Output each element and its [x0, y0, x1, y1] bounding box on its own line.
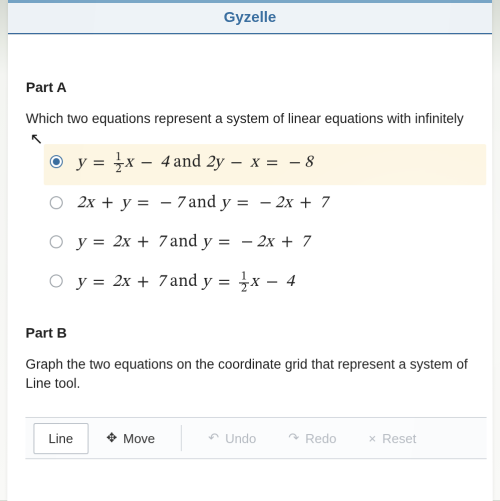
- option-2[interactable]: 2x + y = −7 and y = −2x + 7: [44, 185, 487, 224]
- toolbar-divider: [181, 425, 182, 451]
- move-tool-label: Move: [123, 431, 155, 446]
- radio-icon[interactable]: [50, 196, 63, 209]
- answer-options: y = 12x − 4 and 2y − x = −8 2x + y = −7 …: [44, 144, 487, 304]
- redo-icon: ↷: [288, 430, 299, 446]
- content-area: Part A Which two equations represent a s…: [7, 45, 492, 459]
- option-3-equation: y = 2x + 7 and y = −2x + 7: [77, 232, 310, 253]
- line-tool-button[interactable]: Line: [33, 423, 88, 454]
- app-screen: Gyzelle Part A Which two equations repre…: [7, 0, 492, 501]
- part-b-heading: Part B: [26, 325, 487, 341]
- part-b-question: Graph the two equations on the coordinat…: [26, 357, 487, 372]
- page-header: Gyzelle: [8, 0, 492, 34]
- redo-label: Redo: [305, 431, 336, 446]
- divider: [8, 34, 492, 35]
- option-1[interactable]: y = 12x − 4 and 2y − x = −8: [44, 144, 486, 185]
- page-title: Gyzelle: [224, 9, 277, 26]
- reset-label: Reset: [382, 431, 416, 446]
- option-2-equation: 2x + y = −7 and y = −2x + 7: [77, 193, 328, 214]
- reset-icon: ×: [369, 431, 377, 446]
- radio-selected-icon[interactable]: [50, 155, 63, 168]
- option-3[interactable]: y = 2x + 7 and y = −2x + 7: [44, 224, 487, 263]
- line-tool-label: Line: [48, 431, 73, 446]
- part-a-question: Which two equations represent a system o…: [26, 111, 486, 126]
- undo-icon: ↶: [208, 430, 219, 446]
- reset-button[interactable]: × Reset: [355, 424, 431, 453]
- undo-button[interactable]: ↶ Undo: [194, 423, 270, 453]
- radio-icon[interactable]: [50, 235, 63, 248]
- radio-icon[interactable]: [50, 274, 63, 287]
- move-tool-button[interactable]: ✥ Move: [92, 423, 169, 453]
- graph-toolbar: Line ✥ Move ↶ Undo ↷ Redo × Reset: [25, 417, 486, 459]
- part-a-heading: Part A: [26, 79, 486, 95]
- part-b-subtext: Line tool.: [25, 376, 486, 391]
- undo-label: Undo: [225, 431, 256, 446]
- option-4-equation: y = 2x + 7 and y = 12x − 4: [77, 271, 295, 294]
- move-icon: ✥: [106, 430, 117, 446]
- redo-button[interactable]: ↷ Redo: [274, 423, 350, 453]
- option-4[interactable]: y = 2x + 7 and y = 12x − 4: [44, 263, 487, 304]
- option-1-equation: y = 12x − 4 and 2y − x = −8: [77, 152, 313, 175]
